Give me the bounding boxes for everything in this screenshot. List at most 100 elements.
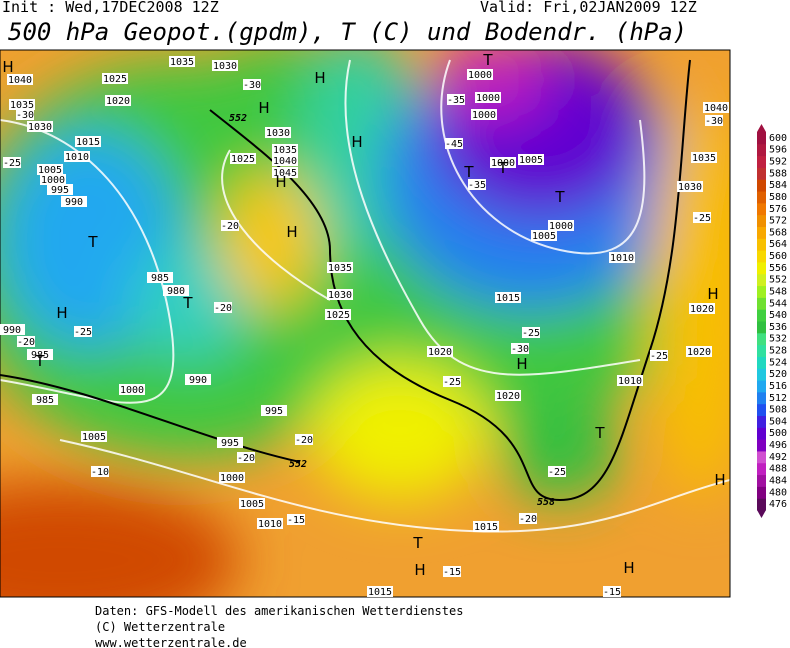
label-bg xyxy=(689,303,715,314)
label-bg xyxy=(603,586,621,597)
isobar-label: 985 xyxy=(31,350,49,361)
temperature-label: -20 xyxy=(295,435,313,446)
isobar-label: 1000 xyxy=(41,175,65,186)
temperature-label: -15 xyxy=(603,587,621,598)
colorbar-cell xyxy=(757,415,766,428)
colorbar-label: 496 xyxy=(769,440,787,451)
isobar-label: 995 xyxy=(51,185,69,196)
temperature-label: -30 xyxy=(705,116,723,127)
colorbar-label: 588 xyxy=(769,168,787,179)
label-bg xyxy=(75,136,101,147)
label-bg xyxy=(3,157,21,168)
colorbar-arrow xyxy=(757,510,766,518)
temperature-label: -25 xyxy=(3,158,21,169)
label-bg xyxy=(677,181,703,192)
colorbar-cell xyxy=(757,309,766,322)
colorbar-cell xyxy=(757,344,766,357)
temperature-label: -25 xyxy=(74,327,92,338)
isobar-label: 980 xyxy=(167,286,185,297)
label-bg xyxy=(609,252,635,263)
label-bg xyxy=(265,127,291,138)
label-bg xyxy=(47,184,73,195)
geopotential-label: 552 xyxy=(289,459,307,470)
label-bg xyxy=(327,262,353,273)
colorbar-cell xyxy=(757,474,766,487)
colorbar-cell xyxy=(757,132,766,145)
label-bg xyxy=(74,326,92,337)
colorbar-label: 548 xyxy=(769,286,787,297)
label-bg xyxy=(548,466,566,477)
isobar-label: 1030 xyxy=(213,61,237,72)
high-marker: H xyxy=(414,561,425,579)
high-marker: H xyxy=(351,133,362,151)
isobar-label: 990 xyxy=(65,197,83,208)
label-bg xyxy=(445,138,463,149)
high-marker: H xyxy=(275,173,286,191)
colorbar-cell xyxy=(757,391,766,405)
isobar-label: 1030 xyxy=(266,128,290,139)
isobar-label: 1000 xyxy=(491,158,515,169)
high-marker: H xyxy=(56,304,67,322)
colorbar-cell xyxy=(757,427,766,440)
high-marker: H xyxy=(314,69,325,87)
isobar-label: 1040 xyxy=(704,103,728,114)
label-bg xyxy=(81,431,107,442)
isobar-label: 1035 xyxy=(273,145,297,156)
label-bg xyxy=(272,167,298,178)
isobar-label: 1020 xyxy=(687,347,711,358)
colorbar-cell xyxy=(757,261,766,275)
label-bg xyxy=(17,336,35,347)
temperature-label: -25 xyxy=(650,351,668,362)
colorbar-arrow xyxy=(757,124,766,132)
colorbar-label: 552 xyxy=(769,275,787,286)
label-bg xyxy=(239,498,265,509)
label-bg xyxy=(91,466,109,477)
colorbar-cell xyxy=(757,332,766,346)
label-bg xyxy=(443,566,461,577)
label-bg xyxy=(522,327,540,338)
temperature-label: -10 xyxy=(91,467,109,478)
low-marker: T xyxy=(87,233,98,251)
isobar-label: 1025 xyxy=(103,74,127,85)
low-marker: T xyxy=(594,424,605,442)
temperature-label: -35 xyxy=(468,180,486,191)
temperature-label: -35 xyxy=(447,95,465,106)
isobar-label: 1025 xyxy=(231,154,255,165)
label-bg xyxy=(617,375,643,386)
high-marker: H xyxy=(623,559,634,577)
colorbar-label: 524 xyxy=(769,357,787,368)
temperature-label: -30 xyxy=(16,110,34,121)
label-bg xyxy=(691,152,717,163)
label-bg xyxy=(169,56,195,67)
isobar-label: 1005 xyxy=(82,432,106,443)
isobar-label: 1020 xyxy=(428,347,452,358)
low-marker: T xyxy=(182,294,193,312)
temperature-label: -25 xyxy=(548,467,566,478)
low-marker: T xyxy=(482,51,493,69)
isobar-label: 1000 xyxy=(472,110,496,121)
label-bg xyxy=(518,154,544,165)
label-bg xyxy=(531,230,557,241)
colorbar-cell xyxy=(757,450,766,464)
isobar-label: 1035 xyxy=(10,100,34,111)
label-bg xyxy=(511,343,529,354)
label-bg xyxy=(272,155,298,166)
label-bg xyxy=(287,514,305,525)
label-bg xyxy=(495,292,521,303)
label-bg xyxy=(548,220,574,231)
label-bg xyxy=(686,346,712,357)
colorbar-label: 508 xyxy=(769,405,787,416)
colorbar-cell xyxy=(757,380,766,393)
label-bg xyxy=(221,220,239,231)
isobar-label: 1010 xyxy=(65,152,89,163)
colorbar-label: 500 xyxy=(769,428,787,439)
low-marker: T xyxy=(554,188,565,206)
high-marker: H xyxy=(2,58,13,76)
label-bg xyxy=(295,434,313,445)
isobar-label: 1040 xyxy=(8,75,32,86)
label-bg xyxy=(367,586,393,597)
colorbar-cell xyxy=(757,191,766,204)
colorbar-cell xyxy=(757,403,766,416)
label-bg xyxy=(185,374,211,385)
